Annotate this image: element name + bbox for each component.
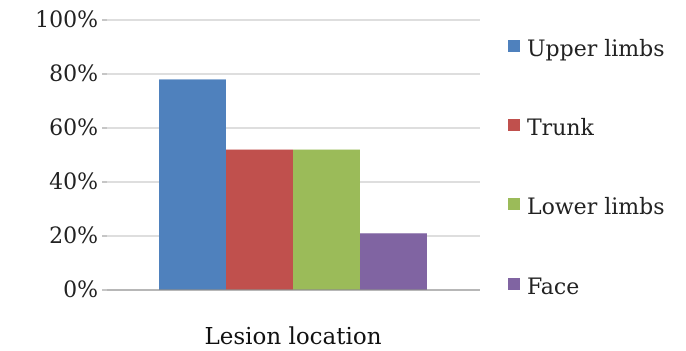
y-tick-label: 0% — [63, 278, 98, 303]
legend-swatch-lower-limbs — [508, 198, 520, 210]
legend-label-face: Face — [527, 275, 579, 300]
x-axis-label-background — [128, 314, 445, 351]
bar-upper-limbs — [159, 79, 226, 291]
legend-label-upper-limbs: Upper limbs — [527, 37, 665, 62]
y-tick-label: 60% — [49, 116, 98, 141]
legend-swatch-trunk — [508, 119, 520, 131]
legend-label-lower-limbs: Lower limbs — [527, 195, 665, 220]
x-axis-label: Lesion location — [204, 324, 381, 350]
y-tick-label: 80% — [49, 62, 98, 87]
y-tick-label: 40% — [49, 170, 98, 195]
legend: Upper limbs Trunk Lower limbs Face — [508, 37, 665, 300]
bar-face — [360, 233, 427, 290]
legend-swatch-face — [508, 278, 520, 290]
legend-label-trunk: Trunk — [527, 116, 595, 141]
y-axis-ticks: 0% 20% 40% 60% 80% 100% — [35, 8, 107, 303]
y-tick-label: 20% — [49, 224, 98, 249]
bars — [159, 79, 427, 291]
y-tick-label: 100% — [35, 8, 98, 33]
legend-swatch-upper-limbs — [508, 40, 520, 52]
bar-trunk — [226, 149, 293, 290]
bar-lower-limbs — [293, 149, 360, 290]
